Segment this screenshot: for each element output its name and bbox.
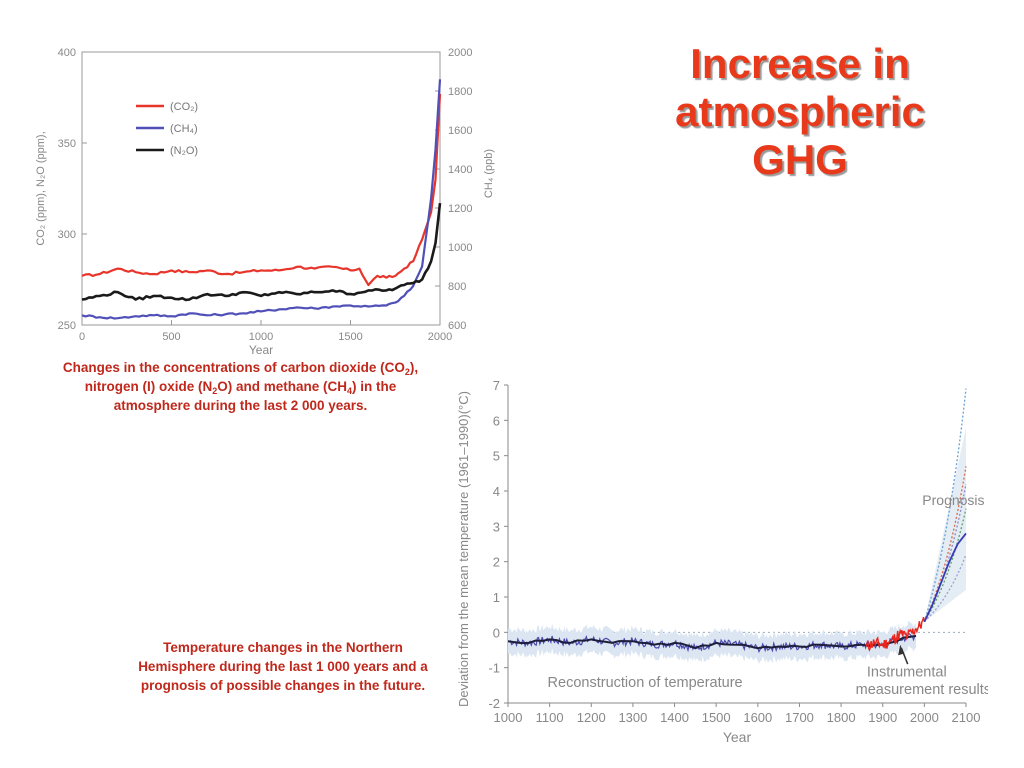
- x-tick-label: 1500: [702, 710, 731, 725]
- annotation-arrow-head: [898, 644, 905, 656]
- y-left-axis-label: CO₂ (ppm), N₂O (ppm),: [35, 131, 47, 245]
- x-tick-label: 1500: [338, 331, 362, 343]
- y-right-tick-label: 1400: [448, 164, 472, 176]
- prognosis-scenario-line: [923, 508, 967, 623]
- y-right-tick-label: 600: [448, 320, 466, 332]
- x-tick-label: 1000: [494, 710, 523, 725]
- x-tick-label: 0: [79, 331, 85, 343]
- y-left-tick-label: 300: [58, 229, 76, 241]
- annotation-reconstruction: Reconstruction of temperature: [548, 675, 743, 691]
- y-right-tick-label: 1800: [448, 86, 472, 98]
- x-tick-label: 1400: [660, 710, 689, 725]
- series-line-co2: [81, 93, 442, 287]
- title-line-2: atmospheric: [675, 88, 925, 135]
- series-line-prognosis: [923, 532, 967, 623]
- legend-label: (CO₂): [170, 101, 198, 113]
- y-left-tick-label: 350: [58, 138, 76, 150]
- series-line-n2o: [81, 202, 442, 302]
- series-line-ch4: [81, 79, 442, 320]
- annotation-instrumental-line1: Instrumental: [867, 665, 947, 681]
- x-tick-label: 1800: [827, 710, 856, 725]
- y-left-tick-label: 400: [58, 47, 76, 59]
- slide-title: Increase in atmospheric GHG: [640, 40, 960, 184]
- series-line-instrumental: [865, 616, 926, 652]
- caption1-sub-n2o: 2: [212, 386, 218, 396]
- plot-frame: [81, 51, 441, 326]
- x-tick-label: 1900: [868, 710, 897, 725]
- x-tick-label: 1000: [249, 331, 273, 343]
- y-right-tick-label: 2000: [448, 47, 472, 59]
- y-tick-label: 2: [493, 555, 500, 570]
- y-tick-label: 6: [493, 413, 500, 428]
- x-tick-label: 2000: [910, 710, 939, 725]
- y-right-tick-label: 1600: [448, 125, 472, 137]
- annotation-prognosis: Prognosis: [922, 492, 984, 508]
- y-tick-label: -1: [488, 661, 500, 676]
- y-tick-label: 7: [493, 378, 500, 393]
- prognosis-scenario-line: [923, 388, 967, 622]
- caption1-part-2: ), nitrogen (I) oxide (N: [84, 360, 419, 394]
- y-right-tick-label: 1200: [448, 203, 472, 215]
- ghg-chart-caption: Changes in the concentrations of carbon …: [48, 358, 433, 415]
- prognosis-scenario-line: [923, 554, 967, 623]
- y-axis-label: Deviation from the mean temperature (196…: [456, 391, 471, 707]
- x-tick-label: 1700: [785, 710, 814, 725]
- x-axis-label: Year: [249, 343, 273, 357]
- x-axis-label: Year: [723, 729, 752, 745]
- y-right-tick-label: 800: [448, 281, 466, 293]
- legend-label: (CH₄): [170, 123, 198, 135]
- x-tick-label: 2000: [428, 331, 452, 343]
- y-right-tick-label: 1000: [448, 242, 472, 254]
- y-tick-label: 4: [493, 484, 500, 499]
- y-tick-label: -2: [488, 696, 500, 711]
- x-tick-label: 1100: [536, 710, 564, 725]
- x-tick-label: 500: [162, 331, 180, 343]
- x-tick-label: 1200: [577, 710, 606, 725]
- caption1-sub-co2: 2: [404, 367, 410, 377]
- y-tick-label: 5: [493, 449, 500, 464]
- annotation-instrumental-line2: measurement results: [856, 682, 988, 698]
- ghg-concentration-chart: 0 500 1000 1500 2000 250 300 350 400 600 800 1000 12…: [35, 47, 495, 357]
- temperature-chart: -2 -1 0 1 2 3 4 5 6 7 1000 1100 1200 1300 1400 1500 1600…: [456, 378, 988, 745]
- x-tick-label: 1300: [618, 710, 647, 725]
- caption1-sub-ch4: 4: [347, 386, 353, 396]
- caption1-part-4: ) in the atmosphere during the last 2 00…: [113, 379, 397, 413]
- y-tick-label: 0: [493, 625, 500, 640]
- caption1-part-3: O) and methane (CH: [217, 379, 347, 394]
- prognosis-range: [924, 427, 966, 622]
- y-right-axis-label: CH₄ (ppb): [483, 149, 495, 198]
- series-line-reconstruction-smoothed: [507, 634, 917, 650]
- title-line-1: Increase in: [690, 40, 910, 87]
- legend-label: (N₂O): [170, 145, 198, 157]
- temperature-chart-caption: Temperature changes in the Northern Hemi…: [138, 640, 428, 693]
- x-tick-label: 2100: [952, 710, 981, 725]
- title-line-3: GHG: [752, 136, 848, 183]
- caption1-part-1: Changes in the concentrations of carbon …: [62, 360, 405, 375]
- x-tick-label: 1600: [743, 710, 772, 725]
- y-tick-label: 1: [493, 590, 500, 605]
- uncertainty-band: [508, 620, 916, 664]
- y-tick-label: 3: [493, 519, 500, 534]
- y-left-tick-label: 250: [58, 320, 76, 332]
